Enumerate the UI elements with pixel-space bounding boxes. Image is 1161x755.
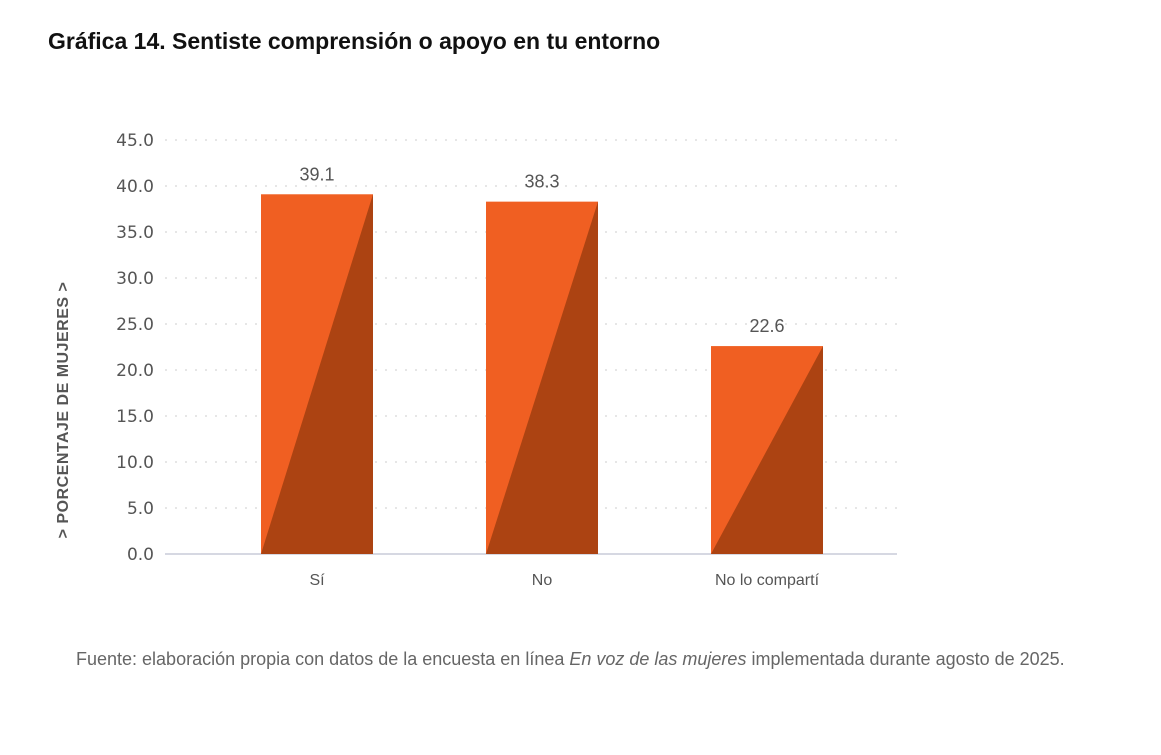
y-tick-label: 0.0 [127, 545, 154, 565]
y-tick-label: 5.0 [127, 499, 154, 519]
x-tick-label: Sí [309, 572, 325, 589]
data-label: 22.6 [749, 316, 784, 336]
x-tick-label: No lo compartí [715, 572, 820, 589]
source-note: Fuente: elaboración propia con datos de … [76, 642, 1116, 676]
x-tick-label: No [532, 572, 553, 589]
y-tick-label: 15.0 [116, 407, 154, 427]
y-axis-label: > PORCENTAJE DE MUJERES > [55, 282, 72, 539]
y-tick-label: 35.0 [116, 223, 154, 243]
y-tick-label: 10.0 [116, 453, 154, 473]
y-tick-label: 30.0 [116, 269, 154, 289]
source-text: Fuente: elaboración propia con datos de … [76, 649, 570, 669]
source-survey-name: En voz de las mujeres [569, 649, 747, 669]
y-tick-label: 45.0 [116, 131, 154, 151]
data-label: 38.3 [524, 172, 559, 192]
y-tick-label: 20.0 [116, 361, 154, 381]
source-text-end: implementada durante agosto de 2025. [746, 649, 1065, 669]
bar-chart: 0.0 5.0 10.0 15.0 20.0 25.0 30.0 35.0 40.0 45.0 > … [55, 131, 897, 589]
bar-shade [261, 194, 373, 554]
chart-title: Gráfica 14. Sentiste comprensión o apoyo… [48, 28, 661, 54]
y-tick-label: 25.0 [116, 315, 154, 335]
y-tick-label: 40.0 [116, 177, 154, 197]
bar-shade [486, 201, 598, 554]
bar-shade [711, 346, 823, 554]
data-label: 39.1 [299, 164, 334, 184]
